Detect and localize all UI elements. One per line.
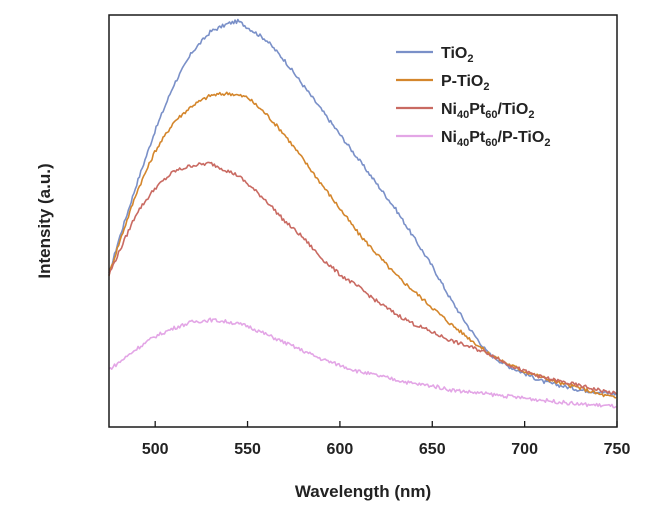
x-tick-label: 750 (604, 441, 631, 458)
series-lines (108, 18, 617, 409)
x-axis-title: Wavelength (nm) (295, 482, 431, 501)
legend-label: Ni40Pt60/TiO2 (441, 101, 534, 121)
series-line-4 (108, 317, 617, 409)
x-tick-label: 700 (511, 441, 538, 458)
series-line-3 (108, 161, 617, 395)
y-axis-title: Intensity (a.u.) (35, 163, 54, 278)
x-tick-label: 650 (419, 441, 446, 458)
x-tick-label: 500 (142, 441, 169, 458)
series-line-2 (108, 91, 617, 399)
legend-label: TiO2 (441, 45, 474, 65)
legend-label: P-TiO2 (441, 73, 490, 93)
legend: TiO2 P-TiO2 Ni40Pt60/TiO2 Ni40Pt60/P-TiO2 (396, 45, 550, 149)
x-tick-label: 600 (327, 441, 354, 458)
plot-frame (108, 14, 618, 428)
x-axis-ticks: 500 550 600 650 700 750 (142, 421, 631, 458)
legend-label: Ni40Pt60/P-TiO2 (441, 129, 550, 149)
x-tick-label: 550 (234, 441, 261, 458)
